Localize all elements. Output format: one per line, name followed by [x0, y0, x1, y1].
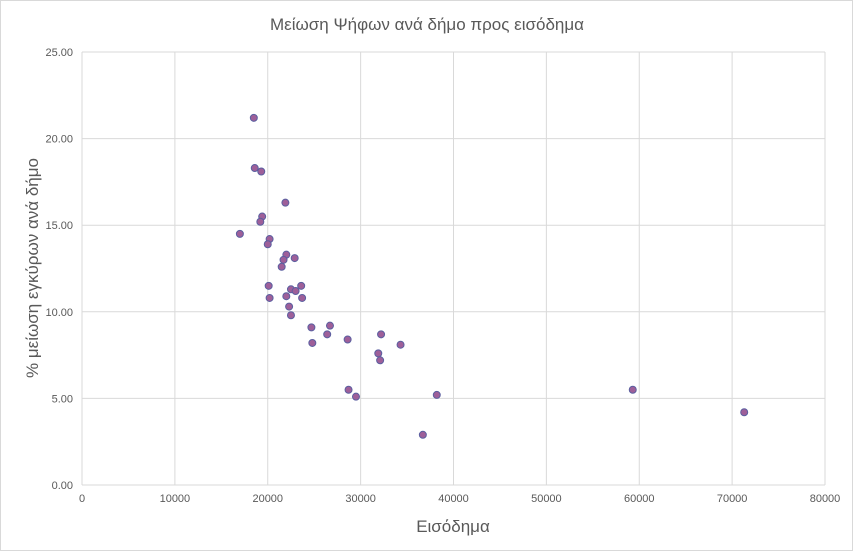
data-point — [396, 340, 405, 349]
gridlines — [81, 51, 826, 486]
data-point — [351, 392, 360, 401]
y-tick-label: 20.00 — [45, 134, 73, 146]
data-point — [374, 349, 383, 358]
y-tick-label: 10.00 — [45, 307, 73, 319]
data-point — [250, 164, 259, 173]
data-point — [281, 198, 290, 207]
x-tick-label: 80000 — [810, 493, 841, 505]
data-point — [286, 311, 295, 320]
y-tick-label: 0.00 — [52, 480, 73, 492]
data-point — [263, 240, 272, 249]
data-point — [740, 408, 749, 417]
data-points — [235, 113, 749, 439]
y-axis-title: % μείωση εγκύρων ανά δήμο — [23, 158, 42, 378]
data-point — [325, 321, 334, 330]
data-point — [343, 335, 352, 344]
data-point — [628, 385, 637, 394]
data-point — [377, 330, 386, 339]
data-point — [279, 255, 288, 264]
x-tick-label: 60000 — [624, 493, 655, 505]
data-point — [257, 167, 266, 176]
data-point — [290, 254, 299, 263]
data-point — [264, 281, 273, 290]
data-point — [285, 302, 294, 311]
y-tick-label: 5.00 — [52, 393, 73, 405]
x-tick-label: 30000 — [345, 493, 376, 505]
x-tick-label: 0 — [79, 493, 85, 505]
data-point — [344, 385, 353, 394]
data-point — [298, 293, 307, 302]
y-tick-label: 15.00 — [45, 220, 73, 232]
x-tick-label: 50000 — [531, 493, 562, 505]
data-point — [308, 338, 317, 347]
data-point — [307, 323, 316, 332]
data-point — [323, 330, 332, 339]
y-tick-label: 25.00 — [45, 47, 73, 59]
data-point — [282, 292, 291, 301]
data-point — [297, 281, 306, 290]
x-tick-label: 20000 — [252, 493, 283, 505]
x-tick-label: 10000 — [160, 493, 191, 505]
data-point — [432, 390, 441, 399]
tick-labels: 0 10000 20000 30000 40000 50000 60000 70000 8000… — [45, 47, 840, 505]
x-tick-label: 70000 — [717, 493, 748, 505]
data-point — [291, 287, 300, 296]
data-point — [256, 217, 265, 226]
data-point — [277, 262, 286, 271]
chart-title: Μείωση Ψήφων ανά δήμο προς εισόδημα — [270, 15, 584, 34]
data-point — [235, 229, 244, 238]
data-point — [265, 293, 274, 302]
data-point — [249, 113, 258, 122]
x-tick-label: 40000 — [438, 493, 469, 505]
data-point — [418, 430, 427, 439]
x-axis-title: Εισόδημα — [416, 517, 490, 536]
data-point — [376, 356, 385, 365]
